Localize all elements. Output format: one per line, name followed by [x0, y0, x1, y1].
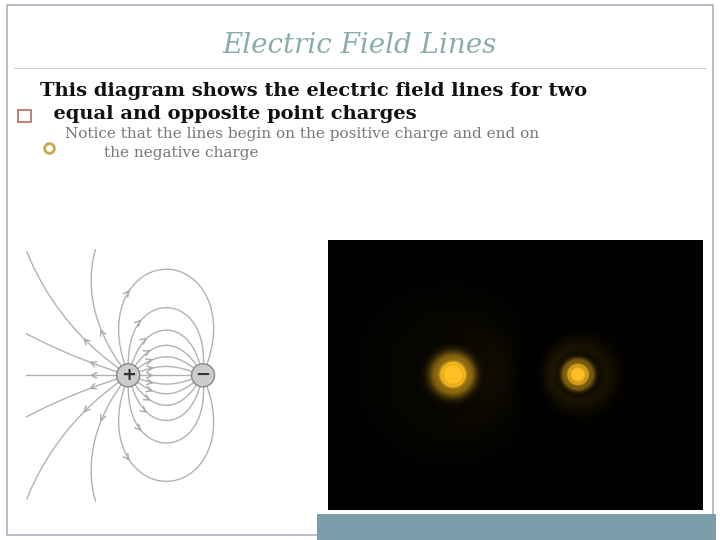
Text: This diagram shows the electric field lines for two
  equal and opposite point c: This diagram shows the electric field li… — [40, 83, 587, 123]
Text: +: + — [121, 366, 135, 384]
Circle shape — [117, 364, 140, 387]
Circle shape — [192, 364, 215, 387]
FancyBboxPatch shape — [7, 5, 713, 535]
FancyBboxPatch shape — [317, 514, 716, 540]
Text: Electric Field Lines: Electric Field Lines — [222, 32, 498, 59]
Text: Notice that the lines begin on the positive charge and end on
        the negati: Notice that the lines begin on the posit… — [65, 127, 539, 160]
Text: −: − — [195, 366, 211, 384]
